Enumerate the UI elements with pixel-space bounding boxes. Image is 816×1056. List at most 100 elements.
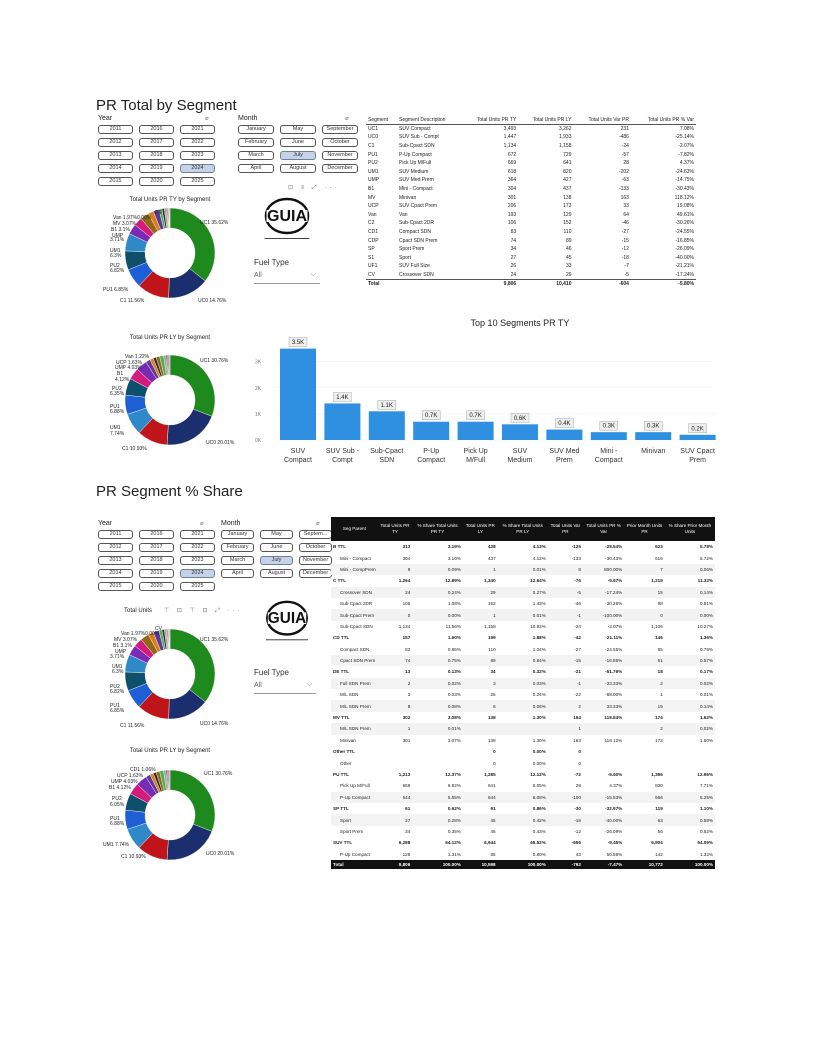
bar[interactable] (324, 403, 361, 440)
column-header[interactable]: Total Units Var PR (547, 517, 583, 541)
year-chip-2021[interactable]: 2021 (180, 530, 215, 539)
column-header[interactable]: % Share Total Units PR TY (412, 517, 463, 541)
eraser-icon[interactable]: ⌀ (345, 116, 349, 122)
month-chip-septem[interactable]: Septem... (299, 530, 332, 539)
year-chip-2011[interactable]: 2011 (98, 125, 133, 134)
slice-cv[interactable] (169, 354, 171, 376)
visual-header-icons-2[interactable]: ⊤ ⊡ ⊤ ⊡ ⤢ ··· (164, 608, 243, 614)
month-chip-march[interactable]: March (221, 556, 254, 565)
year-chip-2023[interactable]: 2023 (180, 556, 215, 565)
month-chip-june[interactable]: June (280, 138, 316, 147)
column-header[interactable]: Prior Month Units PR (624, 517, 665, 541)
slice-uc1[interactable] (169, 628, 216, 703)
table-cell: SP (368, 246, 375, 253)
year-chip-2019[interactable]: 2019 (139, 164, 174, 173)
year-chip-2014[interactable]: 2014 (98, 164, 133, 173)
month-chip-june[interactable]: June (260, 543, 293, 552)
slice-uc1[interactable] (169, 208, 216, 282)
month-chip-february[interactable]: February (221, 543, 254, 552)
month-chip-october[interactable]: October (322, 138, 358, 147)
table-cell: 0.08% (412, 700, 463, 712)
month-chip-may[interactable]: May (280, 125, 316, 134)
year-chip-2016[interactable]: 2016 (139, 125, 174, 134)
bar[interactable] (546, 429, 583, 440)
month-chip-january[interactable]: January (221, 530, 254, 539)
month-chip-november[interactable]: November (322, 151, 358, 160)
year-chip-2018[interactable]: 2018 (139, 151, 174, 160)
bar[interactable] (679, 434, 716, 440)
column-header[interactable]: Total Units PR % Var (630, 116, 696, 126)
bar[interactable] (457, 421, 494, 440)
eraser-icon[interactable]: ⌀ (205, 116, 209, 122)
year-chip-2022[interactable]: 2022 (180, 138, 215, 147)
year-chip-2025[interactable]: 2025 (180, 177, 215, 186)
year-chip-2020[interactable]: 2020 (139, 177, 174, 186)
bar[interactable] (635, 432, 672, 440)
year-chip-2015[interactable]: 2015 (98, 177, 133, 186)
bar[interactable] (280, 348, 316, 440)
year-chip-2013[interactable]: 2013 (98, 556, 133, 565)
eraser-icon[interactable]: ⌀ (316, 521, 320, 527)
column-header[interactable]: % Share Total Units PR LY (497, 517, 548, 541)
table-cell: Cpact SDN Prem (331, 654, 378, 667)
column-header[interactable]: Total Units Var PR (573, 116, 631, 126)
year-chip-2019[interactable]: 2019 (139, 569, 174, 578)
month-chip-april[interactable]: April (221, 569, 254, 578)
bar[interactable] (368, 411, 405, 440)
year-chip-2025[interactable]: 2025 (180, 582, 215, 591)
bar[interactable] (502, 424, 538, 440)
table-cell: 89 (565, 237, 572, 244)
column-header[interactable]: Segment Description (397, 116, 463, 126)
column-header[interactable]: % Share Prior Month Units (664, 517, 715, 541)
column-header[interactable]: Total Units PR TY (462, 116, 519, 126)
month-chip-february[interactable]: February (238, 138, 274, 147)
table-cell: 438 (487, 544, 496, 550)
column-header[interactable]: Total Units PR % Var (582, 517, 625, 541)
month-chip-december[interactable]: December (299, 569, 332, 578)
year-chip-2024[interactable]: 2024 (180, 164, 215, 173)
month-chip-november[interactable]: November (299, 556, 332, 565)
month-chip-april[interactable]: April (238, 164, 274, 173)
year-chip-2024[interactable]: 2024 (180, 569, 215, 578)
year-chip-2017[interactable]: 2017 (139, 543, 174, 552)
slice-cv[interactable] (169, 769, 171, 791)
month-chip-october[interactable]: October (299, 543, 332, 552)
year-chip-2020[interactable]: 2020 (139, 582, 174, 591)
month-chip-august[interactable]: August (280, 164, 316, 173)
column-header[interactable]: Total Units PR LY (518, 116, 574, 126)
month-chip-january[interactable]: January (238, 125, 274, 134)
month-chip-august[interactable]: August (260, 569, 293, 578)
month-chip-may[interactable]: May (260, 530, 293, 539)
eraser-icon[interactable]: ⌀ (200, 521, 204, 527)
year-chip-2023[interactable]: 2023 (180, 151, 215, 160)
month-chip-july[interactable]: July (260, 556, 293, 565)
year-chip-2012[interactable]: 2012 (98, 138, 133, 147)
table-cell: 138 (487, 715, 496, 721)
year-chip-2021[interactable]: 2021 (180, 125, 215, 134)
column-header[interactable]: Total Units PR LY (462, 517, 498, 541)
year-chip-2018[interactable]: 2018 (139, 556, 174, 565)
year-chip-2016[interactable]: 2016 (139, 530, 174, 539)
year-chip-2022[interactable]: 2022 (180, 543, 215, 552)
bar[interactable] (413, 421, 450, 440)
column-header[interactable]: Total Units PR TY (377, 517, 413, 541)
year-chip-2015[interactable]: 2015 (98, 582, 133, 591)
year-chip-2012[interactable]: 2012 (98, 543, 133, 552)
slice-uc1[interactable] (169, 769, 216, 832)
year-chip-2017[interactable]: 2017 (139, 138, 174, 147)
month-chip-july[interactable]: July (280, 151, 316, 160)
bar[interactable] (590, 432, 627, 440)
column-header[interactable]: Seg Parent (331, 517, 378, 541)
visual-header-icons[interactable]: ⊡ ≡ ⤢ ··· (288, 185, 340, 191)
slice-uc1[interactable] (169, 354, 216, 417)
column-header[interactable]: Segment (366, 116, 398, 126)
month-chip-september[interactable]: September (322, 125, 358, 134)
month-chip-december[interactable]: December (322, 164, 358, 173)
year-chip-2013[interactable]: 2013 (98, 151, 133, 160)
table-row: P-Up Compact 128 1.31% 85 0.80% 43 50.59% 142 1.… (331, 849, 715, 860)
month-chip-march[interactable]: March (238, 151, 274, 160)
year-chip-2011[interactable]: 2011 (98, 530, 133, 539)
year-chip-2014[interactable]: 2014 (98, 569, 133, 578)
fuel-type-dropdown-2[interactable]: All ⌵ (254, 681, 316, 694)
fuel-type-dropdown[interactable]: All ⌵ (254, 271, 320, 284)
